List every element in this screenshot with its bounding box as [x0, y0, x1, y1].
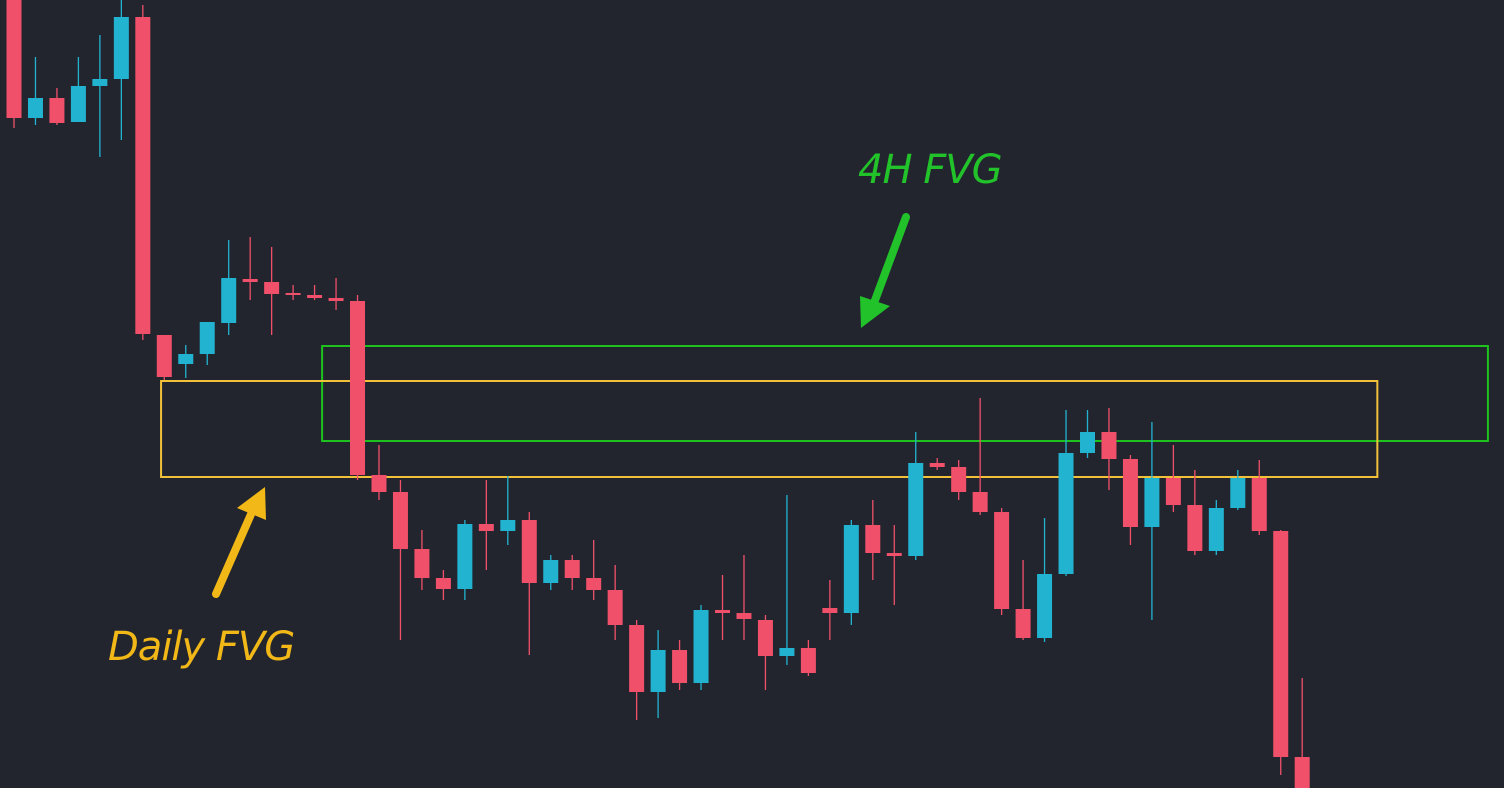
fvg-zone	[321, 345, 1489, 442]
candle-body	[672, 650, 688, 683]
fvg-zone	[160, 380, 1379, 478]
candle-body	[1101, 432, 1117, 459]
candle-body	[221, 278, 237, 323]
candle-body	[70, 86, 86, 122]
annotation-daily: Daily FVG	[108, 624, 294, 670]
candle-body	[1230, 478, 1246, 508]
candle-body	[779, 648, 795, 656]
candle-body	[1187, 505, 1203, 551]
candle-body	[908, 463, 924, 556]
candle-body	[242, 279, 258, 282]
candle-body	[1015, 609, 1031, 638]
candle-body	[264, 282, 280, 294]
candle-body	[27, 98, 43, 118]
candle-body	[328, 298, 344, 301]
candle-body	[972, 492, 988, 512]
candle-body	[521, 520, 537, 583]
candle-body	[113, 17, 129, 79]
candle-body	[715, 610, 731, 613]
candle-body	[757, 620, 773, 656]
zones	[160, 345, 1489, 478]
candle-body	[1165, 478, 1181, 505]
candle-body	[564, 560, 580, 578]
candle-body	[1122, 459, 1138, 527]
candle-body	[886, 553, 902, 556]
candle-body	[500, 520, 516, 531]
candle-body	[392, 492, 408, 549]
candle-body	[1037, 574, 1053, 638]
arrow-4h	[860, 213, 910, 328]
candle-body	[307, 295, 323, 298]
candle-body	[822, 608, 838, 613]
candle-body	[285, 293, 301, 295]
candle-body	[6, 0, 22, 118]
candle-body	[478, 524, 494, 531]
candle-body	[135, 17, 151, 334]
candle-body	[951, 467, 967, 492]
candle-body	[1144, 478, 1160, 527]
candle-body	[543, 560, 559, 583]
candle-body	[586, 578, 602, 590]
candle-body	[1294, 757, 1310, 788]
candle-body	[693, 610, 709, 683]
candle-body	[199, 322, 215, 354]
arrow-head	[860, 296, 890, 328]
arrow-head	[237, 487, 266, 520]
candle-body	[92, 79, 108, 86]
annotation-4h: 4H FVG	[858, 147, 1002, 193]
candle-body	[49, 98, 65, 123]
candle-body	[736, 613, 752, 619]
arrow-shaft	[212, 508, 256, 598]
candle-body	[1208, 508, 1224, 551]
candle-body	[1251, 478, 1267, 531]
candle-body	[156, 335, 172, 377]
candle-body	[435, 578, 451, 589]
candle-body	[350, 301, 366, 475]
arrow-daily	[212, 487, 266, 598]
candle-body	[843, 525, 859, 613]
candle-body	[1080, 432, 1095, 453]
arrow-shaft	[870, 213, 910, 307]
candle-body	[865, 525, 881, 553]
candle-body	[650, 650, 666, 692]
candle-body	[607, 590, 623, 625]
candles	[6, 0, 1310, 788]
candle-body	[414, 549, 430, 578]
candle-body	[800, 648, 816, 673]
candle-body	[994, 512, 1010, 609]
candle-body	[629, 625, 645, 692]
candle-body	[929, 463, 945, 467]
candle-body	[371, 475, 387, 492]
candle-body	[1058, 453, 1074, 574]
candle-body	[457, 524, 473, 589]
candle-body	[178, 354, 194, 364]
candle-body	[1273, 531, 1289, 757]
